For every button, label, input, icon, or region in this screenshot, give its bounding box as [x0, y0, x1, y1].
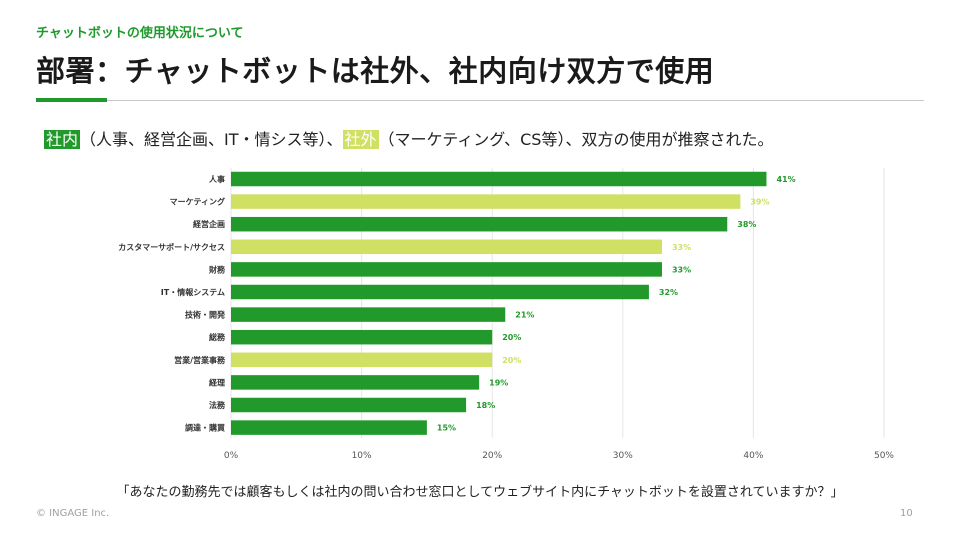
bar — [231, 375, 480, 390]
category-label: カスタマーサポート/サクセス — [118, 242, 225, 252]
value-label: 19% — [489, 378, 508, 387]
internal-tag: 社内 — [44, 130, 81, 149]
category-label: 経営企画 — [193, 219, 225, 229]
category-label: 技術・開発 — [185, 310, 226, 320]
bar — [231, 307, 506, 322]
survey-question-caption: 「あなたの勤務先では顧客もしくは社内の問い合わせ窓口としてウェブサイト内にチャッ… — [116, 485, 844, 500]
bar — [231, 262, 662, 277]
department-bar-chart: 0% 10% 20% 30% 40% 50% 人事 41% マーケティング 39% 経営企画 38% カ… — [118, 168, 894, 461]
internal-description: （人事、経営企画、IT・情シス等）、 — [80, 130, 343, 149]
copyright: © INGAGE Inc. — [36, 508, 110, 519]
page-number: 10 — [900, 508, 913, 519]
x-tick-label: 30% — [613, 451, 633, 461]
value-label: 32% — [659, 288, 678, 297]
bar — [231, 239, 662, 255]
value-label: 41% — [776, 175, 795, 184]
bar — [231, 216, 728, 232]
value-label: 18% — [476, 401, 495, 410]
value-label: 33% — [672, 243, 691, 252]
lead-text: 社内 （人事、経営企画、IT・情シス等）、 社外 （マーケティング、CS等）、双方の使… — [44, 126, 773, 150]
category-label: 調達・購買 — [185, 423, 225, 433]
value-label: 20% — [502, 356, 521, 365]
bar — [231, 397, 467, 413]
title-divider-accent — [36, 98, 107, 102]
value-label: 21% — [515, 311, 534, 320]
x-tick-label: 10% — [352, 451, 372, 461]
bar — [231, 171, 767, 187]
external-description: （マーケティング、CS等）、双方の使用が推察された。 — [378, 130, 774, 149]
category-label: 経理 — [209, 377, 225, 387]
x-tick-label: 0% — [224, 451, 239, 461]
external-tag: 社外 — [342, 130, 379, 149]
category-label: 営業/営業事務 — [174, 355, 226, 365]
value-label: 33% — [672, 265, 691, 274]
category-label: 人事 — [209, 174, 225, 184]
category-label: IT・情報システム — [161, 287, 225, 297]
x-tick-label: 50% — [874, 451, 894, 461]
value-label: 38% — [737, 220, 756, 229]
bar — [231, 194, 741, 209]
x-tick-label: 40% — [743, 451, 763, 461]
category-label: 総務 — [209, 332, 226, 342]
category-label: 法務 — [209, 400, 226, 410]
section-subtitle: チャットボットの使用状況について — [36, 26, 244, 41]
title-divider — [36, 100, 924, 101]
category-label: 財務 — [208, 264, 226, 274]
bar — [231, 329, 493, 345]
page-title: 部署：チャットボットは社外、社内向け双方で使用 — [36, 54, 715, 88]
bar — [231, 284, 649, 300]
bar — [231, 420, 427, 435]
value-label: 39% — [750, 198, 769, 207]
value-label: 15% — [437, 424, 456, 433]
category-label: マーケティング — [170, 197, 225, 207]
bar — [231, 352, 493, 368]
value-label: 20% — [502, 333, 521, 342]
x-tick-label: 20% — [482, 451, 502, 461]
